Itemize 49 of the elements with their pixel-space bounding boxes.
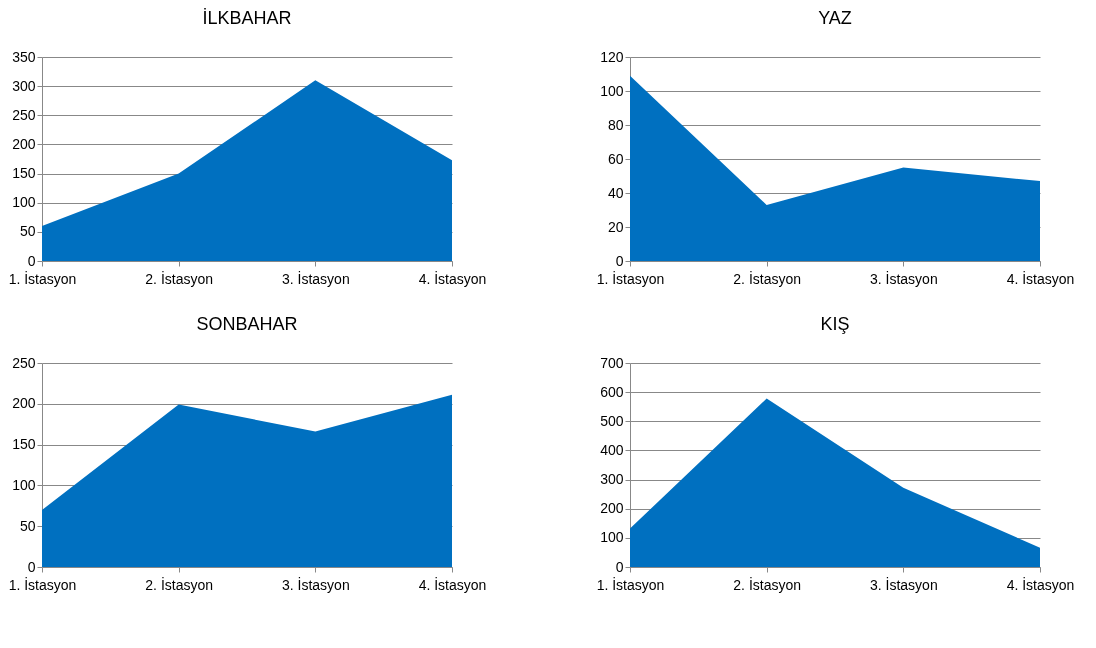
y-tick-label: 100 <box>12 476 36 493</box>
y-tick-label: 150 <box>12 165 36 182</box>
y-tick-label: 150 <box>12 436 36 453</box>
y-tick-label: 300 <box>12 77 36 94</box>
chart-title: YAZ <box>818 8 852 28</box>
y-tick-label: 100 <box>600 82 624 99</box>
x-tick-label: 4. İstasyon <box>418 269 487 287</box>
y-tick-label: 50 <box>19 517 36 534</box>
x-tick-label: 1. İstasyon <box>8 269 77 287</box>
x-tick-label: 4. İstasyon <box>418 575 487 593</box>
y-tick-label: 500 <box>600 412 624 429</box>
x-tick-label: 2. İstasyon <box>145 269 214 287</box>
y-tick-label: 0 <box>615 252 624 269</box>
x-tick-label: 4. İstasyon <box>1006 575 1075 593</box>
y-tick-label: 700 <box>600 354 624 371</box>
x-tick-label: 2. İstasyon <box>145 575 214 593</box>
y-tick-label: 100 <box>12 194 36 211</box>
x-tick-label: 4. İstasyon <box>1006 269 1075 287</box>
y-tick-label: 350 <box>12 48 36 65</box>
y-tick-label: 120 <box>600 48 624 65</box>
chart-title: İLKBAHAR <box>202 8 292 28</box>
x-tick-label: 1. İstasyon <box>596 269 665 287</box>
y-tick-label: 0 <box>27 558 36 575</box>
y-tick-label: 200 <box>12 395 36 412</box>
x-tick-label: 3. İstasyon <box>869 269 938 287</box>
chart-title: KIŞ <box>820 314 850 334</box>
y-tick-label: 0 <box>27 252 36 269</box>
chart-title: SONBAHAR <box>196 314 298 334</box>
y-tick-label: 60 <box>607 150 624 167</box>
y-tick-label: 400 <box>600 441 624 458</box>
y-tick-label: 50 <box>19 223 36 240</box>
y-tick-label: 250 <box>12 106 36 123</box>
y-tick-label: 20 <box>607 218 624 235</box>
y-tick-label: 40 <box>607 184 624 201</box>
y-tick-label: 600 <box>600 383 624 400</box>
y-tick-label: 100 <box>600 529 624 546</box>
x-tick-label: 1. İstasyon <box>596 575 665 593</box>
x-tick-label: 1. İstasyon <box>8 575 77 593</box>
x-tick-label: 3. İstasyon <box>869 575 938 593</box>
x-tick-label: 2. İstasyon <box>733 269 802 287</box>
x-tick-label: 3. İstasyon <box>281 575 350 593</box>
x-tick-label: 2. İstasyon <box>733 575 802 593</box>
y-tick-label: 0 <box>615 558 624 575</box>
y-tick-label: 300 <box>600 471 624 488</box>
y-tick-label: 200 <box>12 135 36 152</box>
y-tick-label: 250 <box>12 354 36 371</box>
y-tick-label: 80 <box>607 116 624 133</box>
x-tick-label: 3. İstasyon <box>281 269 350 287</box>
y-tick-label: 200 <box>600 500 624 517</box>
